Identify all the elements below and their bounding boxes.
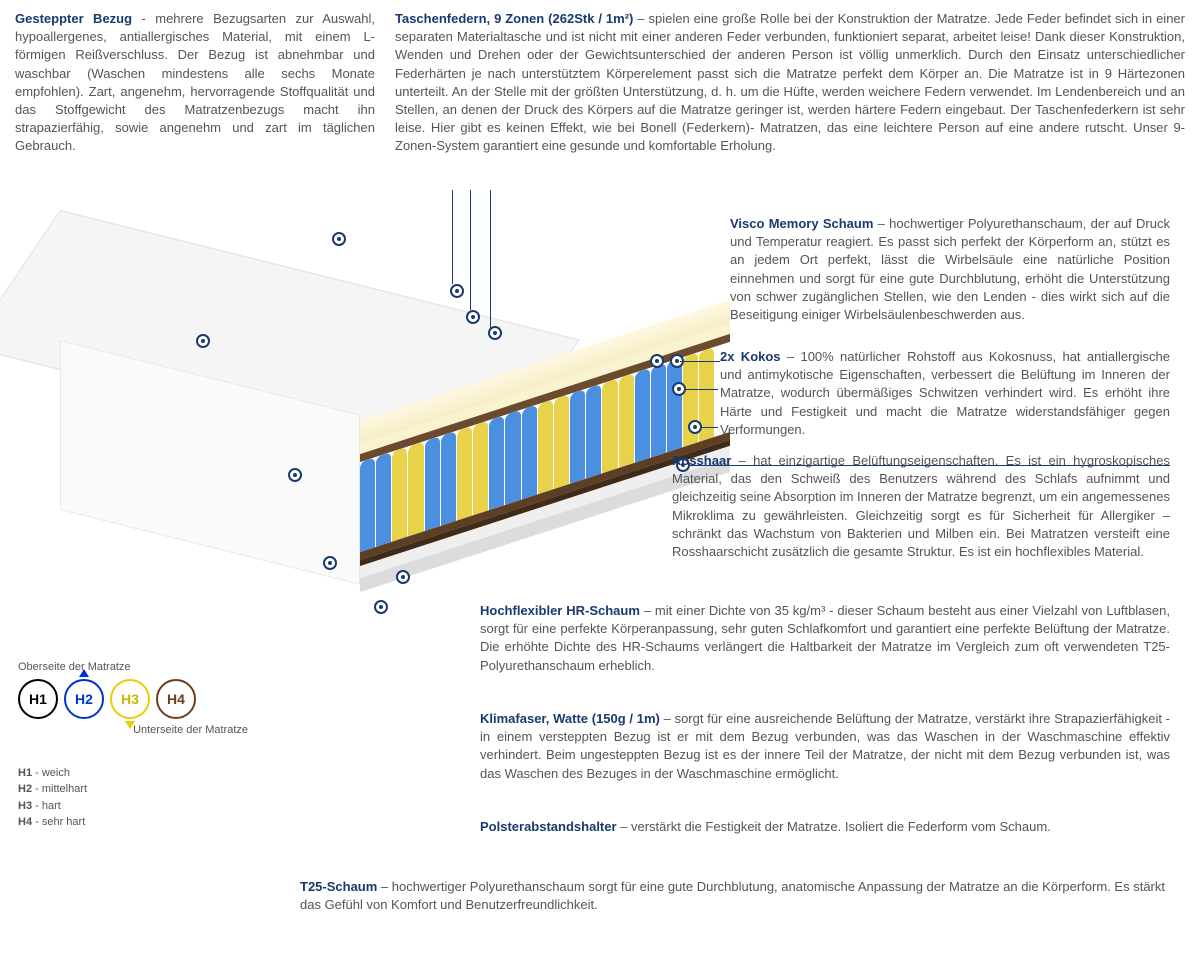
spring-column [602, 378, 617, 473]
spring-column [586, 384, 601, 479]
leader-line [700, 427, 718, 428]
hardness-legend: Oberseite der Matratze H1H2H3H4 Untersei… [18, 660, 268, 831]
cover-description: Gesteppter Bezug - mehrere Bezugsarten z… [15, 10, 375, 156]
spring-column [360, 457, 375, 552]
callout-dot [374, 600, 388, 614]
hardness-circle-h3: H3 [110, 679, 150, 719]
spring-column [408, 441, 423, 536]
side-block-1: 2x Kokos – 100% natürlicher Rohstoff aus… [720, 348, 1185, 439]
leader-line [680, 361, 720, 362]
hardness-circles: H1H2H3H4 [18, 679, 268, 719]
callout-dot [466, 310, 480, 324]
side-title: Hochflexibler HR-Schaum [480, 603, 640, 618]
hardness-key-row: H1 - weich [18, 765, 268, 782]
leader-line [490, 190, 491, 328]
side-block-3: Hochflexibler HR-Schaum – mit einer Dich… [480, 602, 1185, 675]
spring-column [392, 447, 407, 542]
side-body: – hochwertiger Polyurethanschaum, der au… [730, 216, 1170, 322]
spring-column [489, 415, 504, 510]
spring-column [635, 368, 650, 463]
spring-column [667, 357, 682, 452]
springs-title: Taschenfedern, 9 Zonen (262Stk / 1m²) [395, 11, 633, 26]
callout-dot [450, 284, 464, 298]
spring-column [538, 399, 553, 494]
spring-column [376, 452, 391, 547]
side-title: Rosshaar [672, 453, 731, 468]
spring-column [457, 426, 472, 521]
callout-dot [396, 570, 410, 584]
t25-body: – hochwertiger Polyurethanschaum sorgt f… [300, 879, 1165, 912]
spring-column [554, 394, 569, 489]
springs-description: Taschenfedern, 9 Zonen (262Stk / 1m²) – … [395, 10, 1185, 156]
t25-description: T25-Schaum – hochwertiger Polyurethansch… [300, 878, 1180, 914]
side-title: 2x Kokos [720, 349, 781, 364]
callout-dot [196, 334, 210, 348]
hardness-circle-h2: H2 [64, 679, 104, 719]
mattress-diagram [0, 200, 780, 660]
leader-line [470, 190, 471, 310]
callout-dot [488, 326, 502, 340]
hardness-key-row: H3 - hart [18, 798, 268, 815]
side-title: Klimafaser, Watte (150g / 1m) [480, 711, 660, 726]
spring-column [651, 363, 666, 458]
top-text-row: Gesteppter Bezug - mehrere Bezugsarten z… [0, 0, 1200, 156]
spring-column [570, 389, 585, 484]
springs-body: – spielen eine große Rolle bei der Konst… [395, 11, 1185, 153]
spring-column [473, 420, 488, 515]
side-body: – hat einzigartige Belüftungseigenschaft… [672, 453, 1170, 559]
cover-body: - mehrere Bezugsarten zur Auswahl, hypoa… [15, 11, 375, 153]
cover-title: Gesteppter Bezug [15, 11, 132, 26]
leader-line [686, 389, 718, 390]
side-title: Polsterabstandshalter [480, 819, 617, 834]
callout-dot [332, 232, 346, 246]
mattress-iso-view [20, 210, 750, 630]
hardness-key: H1 - weichH2 - mittelhartH3 - hartH4 - s… [18, 765, 268, 831]
side-body: – 100% natürlicher Rohstoff aus Kokosnus… [720, 349, 1170, 437]
side-title: Visco Memory Schaum [730, 216, 873, 231]
callout-dot [672, 382, 686, 396]
hardness-label-top: Oberseite der Matratze [18, 660, 268, 675]
callout-dot [650, 354, 664, 368]
spring-column [425, 436, 440, 531]
hardness-label-bot: Unterseite der Matratze [18, 723, 268, 738]
spring-column [505, 410, 520, 505]
side-block-5: Polsterabstandshalter – verstärkt die Fe… [480, 818, 1185, 836]
callout-dot [323, 556, 337, 570]
hardness-circle-h1: H1 [18, 679, 58, 719]
spring-column [522, 405, 537, 500]
hardness-circle-h4: H4 [156, 679, 196, 719]
hardness-key-row: H2 - mittelhart [18, 781, 268, 798]
side-block-2: Rosshaar – hat einzigartige Belüftungsei… [672, 452, 1185, 561]
spring-column [441, 431, 456, 526]
hardness-key-row: H4 - sehr hart [18, 814, 268, 831]
callout-dot [288, 468, 302, 482]
leader-line [452, 190, 453, 284]
t25-title: T25-Schaum [300, 879, 377, 894]
side-block-4: Klimafaser, Watte (150g / 1m) – sorgt fü… [480, 710, 1185, 783]
side-body: – verstärkt die Festigkeit der Matratze.… [617, 819, 1051, 834]
spring-column [619, 373, 634, 468]
side-block-0: Visco Memory Schaum – hochwertiger Polyu… [730, 215, 1185, 324]
